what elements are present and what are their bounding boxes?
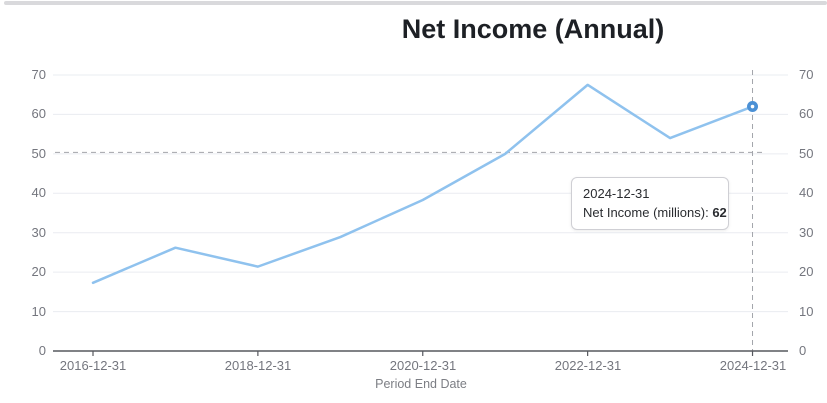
y-axis-label-left-70: 70 (31, 67, 46, 82)
y-axis-label-left-60: 60 (31, 106, 46, 121)
y-axis-label-left-30: 30 (31, 225, 46, 240)
y-axis-label-left-20: 20 (31, 264, 46, 279)
y-axis-label-right-0: 0 (799, 343, 807, 358)
tooltip-value: 62 (712, 205, 727, 220)
y-axis-label-right-60: 60 (799, 106, 814, 121)
highlighted-point-center (750, 104, 755, 109)
y-axis-label-right-50: 50 (799, 146, 814, 161)
net-income-line-series (91, 83, 754, 285)
horizontal-scrollbar[interactable] (4, 1, 827, 5)
tooltip-row: Net Income (millions): 62 (583, 203, 727, 222)
tooltip-date: 2024-12-31 (583, 186, 650, 201)
y-axis-label-right-10: 10 (799, 304, 814, 319)
y-axis-label-left-50: 50 (31, 146, 46, 161)
y-axis-label-left-10: 10 (31, 304, 46, 319)
x-axis-label-2018-12-31: 2018-12-31 (224, 358, 292, 373)
y-axis-label-right-30: 30 (799, 225, 814, 240)
x-axis-label-2016-12-31: 2016-12-31 (59, 358, 127, 373)
x-axis-label-2020-12-31: 2020-12-31 (389, 358, 457, 373)
x-axis-label-2022-12-31: 2022-12-31 (554, 358, 622, 373)
y-axis-label-right-20: 20 (799, 264, 814, 279)
y-axis-label-right-70: 70 (799, 67, 814, 82)
y-axis-label-right-40: 40 (799, 185, 814, 200)
tooltip-label: Net Income (millions): (583, 205, 713, 220)
x-axis-title: Period End Date (375, 377, 467, 391)
hover-tooltip: 2024-12-31 Net Income (millions): 62 (571, 177, 729, 230)
y-axis-label-left-40: 40 (31, 185, 46, 200)
x-axis-label-2024-12-31: 2024-12-31 (719, 358, 787, 373)
chart-title: Net Income (Annual) (401, 14, 665, 44)
y-axis-label-left-0: 0 (38, 343, 46, 358)
